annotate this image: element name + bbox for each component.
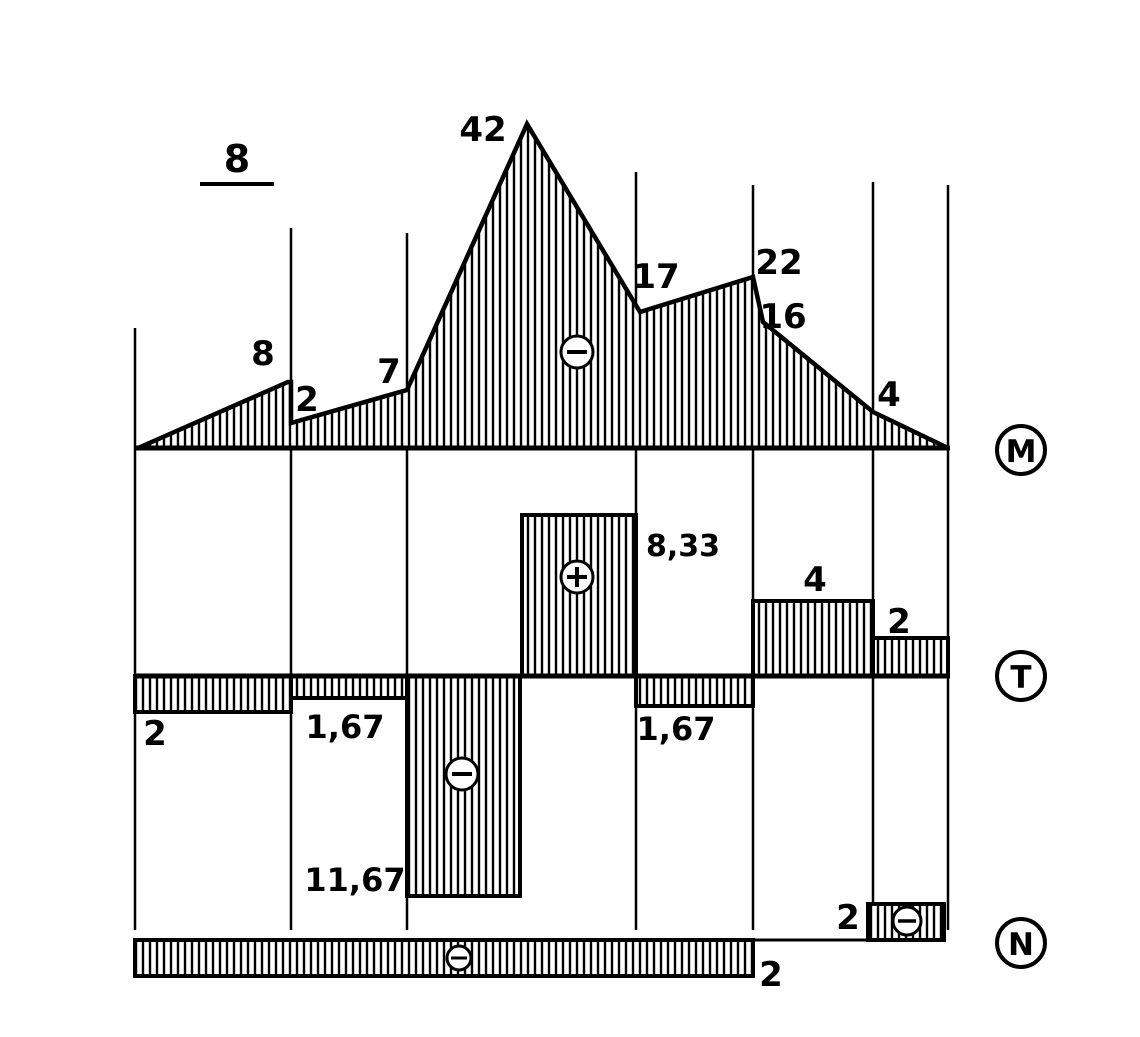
moment-label: 17 <box>632 257 679 297</box>
shear-label: 8,33 <box>646 529 720 564</box>
normal-label: 2 <box>759 955 783 995</box>
shear-diagram: 2 1,67 11,67 8,33 1,67 4 2 T <box>133 513 1047 899</box>
moment-label: 4 <box>877 375 901 415</box>
normal-symbol-circle <box>995 917 1047 969</box>
shear-block <box>871 636 950 678</box>
shear-block <box>634 674 755 708</box>
shear-block <box>133 674 293 714</box>
moment-label: 22 <box>755 243 802 283</box>
shear-label: 1,67 <box>306 708 385 746</box>
shear-label: 11,67 <box>304 861 405 899</box>
normal-diagram: 2 2 N <box>133 898 1047 995</box>
shear-symbol: T <box>1010 660 1031 696</box>
normal-block <box>133 938 755 978</box>
shear-label: 4 <box>803 560 827 600</box>
figure-number: 8 <box>224 137 250 181</box>
shear-label: 2 <box>887 602 911 642</box>
moment-area <box>137 119 949 451</box>
moment-symbol-circle <box>995 424 1047 476</box>
moment-label: 8 <box>251 334 275 374</box>
shear-block <box>751 599 875 678</box>
shear-label: 2 <box>143 714 167 754</box>
moment-diagram: 8 2 7 42 17 22 16 4 M <box>135 110 1047 476</box>
shear-symbol-circle <box>995 650 1047 702</box>
shear-block <box>289 674 409 700</box>
moment-label: 16 <box>759 297 806 337</box>
moment-label: 2 <box>295 380 319 420</box>
moment-label: 42 <box>459 110 506 150</box>
moment-symbol: M <box>1006 434 1037 470</box>
normal-symbol: N <box>1008 927 1034 963</box>
shear-block <box>520 513 638 678</box>
normal-label: 2 <box>836 898 860 938</box>
shear-label: 1,67 <box>637 710 716 748</box>
moment-label: 7 <box>377 352 401 392</box>
